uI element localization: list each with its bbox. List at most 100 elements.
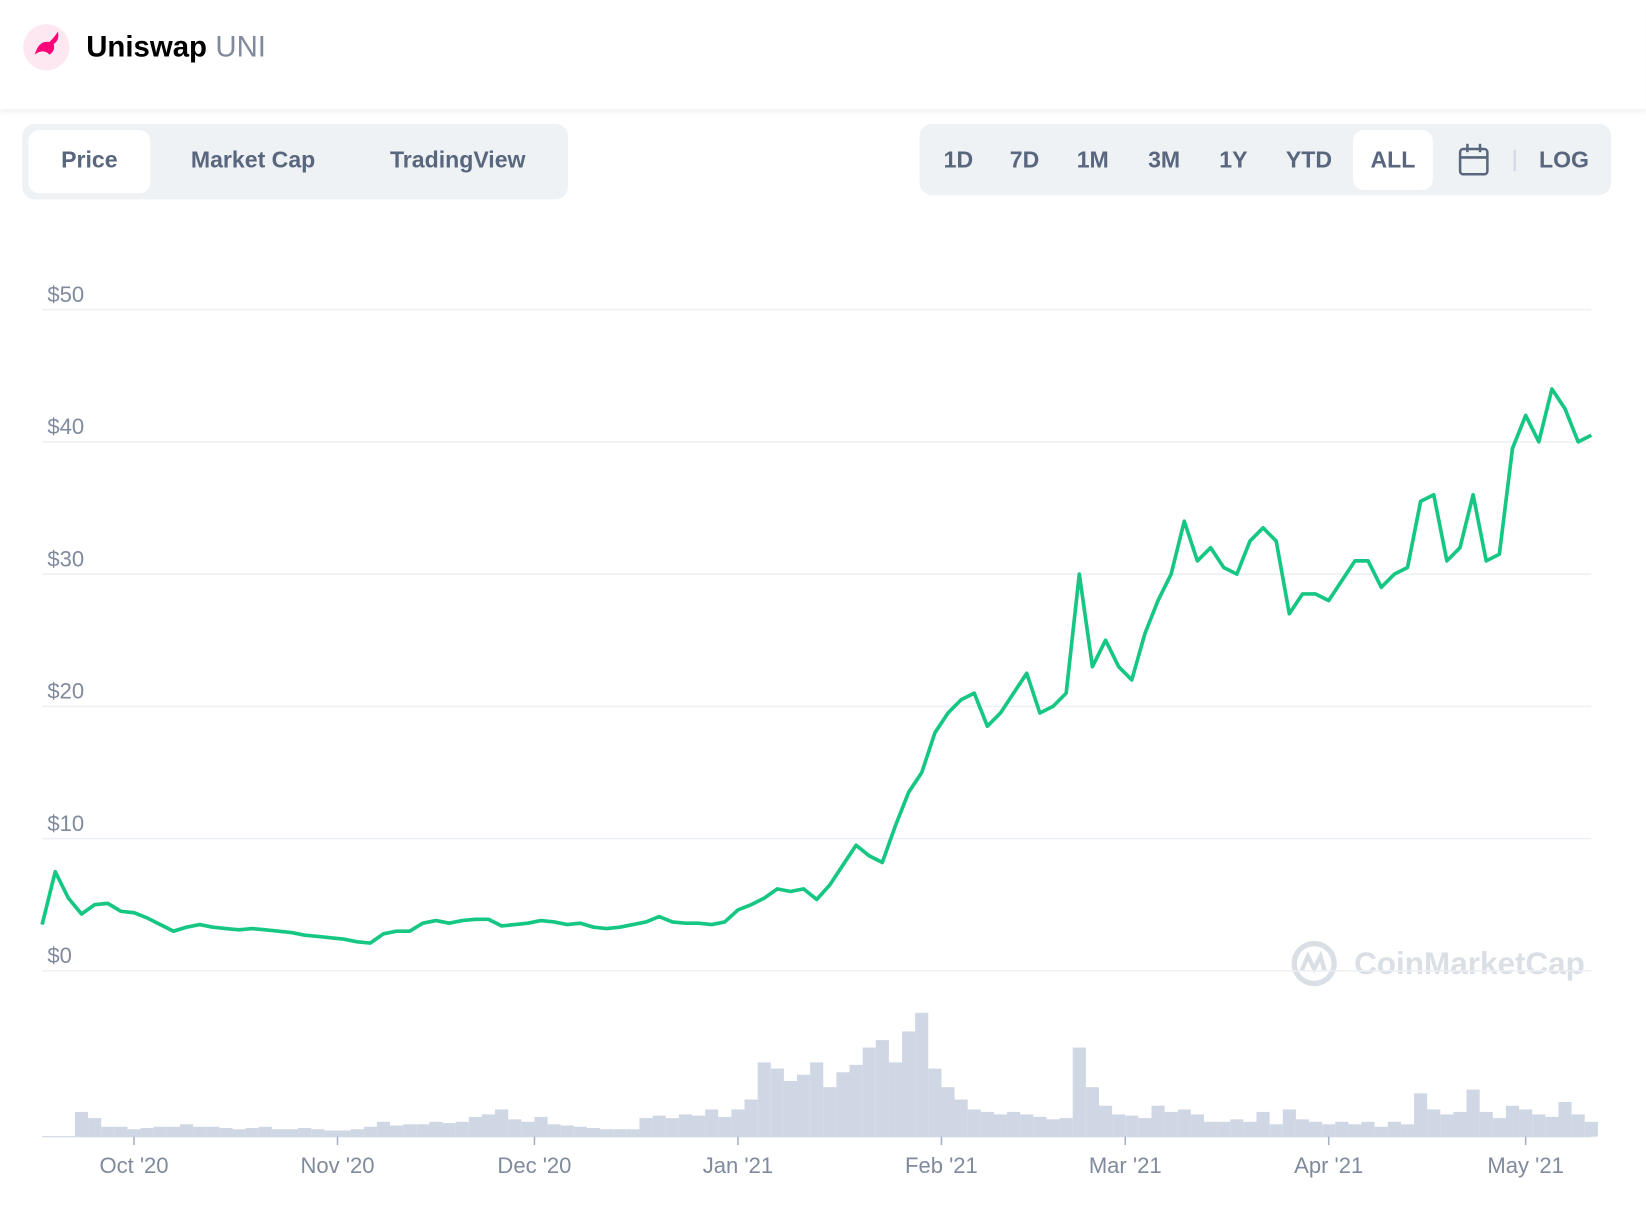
volume-bar [1125, 1115, 1139, 1137]
volume-bar [1151, 1105, 1165, 1137]
volume-bar [429, 1121, 443, 1137]
volume-bar [1190, 1114, 1204, 1137]
volume-bar [718, 1116, 732, 1137]
watermark-text: CoinMarketCap [1354, 946, 1585, 981]
volume-bar [810, 1062, 824, 1137]
volume-bar [1400, 1124, 1415, 1137]
volume-bar [1519, 1109, 1533, 1137]
x-tick-label: May '21 [1487, 1153, 1563, 1178]
volume-bar [193, 1126, 207, 1137]
volume-bar [114, 1126, 128, 1137]
volume-bar [783, 1080, 798, 1137]
x-tick-label: Mar '21 [1089, 1153, 1162, 1178]
volume-bar [1112, 1114, 1126, 1137]
volume-bar [1098, 1105, 1113, 1137]
range-button[interactable]: 3M [1148, 147, 1180, 173]
volume-bar [849, 1064, 863, 1137]
volume-bar [455, 1121, 469, 1137]
volume-bar [993, 1114, 1008, 1137]
volume-bar [324, 1130, 338, 1137]
volume-bar [797, 1074, 811, 1137]
volume-bar [1085, 1087, 1099, 1137]
volume-bar [1046, 1119, 1060, 1137]
volume-bar [678, 1114, 692, 1137]
volume-bar [954, 1099, 968, 1137]
volume-bar [626, 1129, 640, 1137]
volume-bar [1177, 1109, 1191, 1137]
volume-bar [153, 1126, 167, 1137]
log-toggle[interactable]: LOG [1539, 147, 1589, 173]
volume-bar [1571, 1114, 1585, 1137]
y-tick-label: $50 [47, 282, 84, 307]
volume-bar [390, 1125, 404, 1137]
volume-bar [1505, 1105, 1520, 1137]
x-tick-label: Nov '20 [301, 1153, 375, 1178]
volume-bar [534, 1116, 548, 1137]
volume-bar [547, 1124, 561, 1137]
volume-bar [127, 1129, 141, 1137]
tab[interactable]: Price [61, 147, 118, 173]
volume-bar [1230, 1119, 1244, 1137]
volume-bar [1072, 1047, 1086, 1137]
watermark: CoinMarketCap [1291, 940, 1585, 987]
volume-bar [770, 1068, 784, 1137]
volume-bar [1387, 1121, 1401, 1137]
volume-bar [403, 1124, 417, 1137]
price-line [40, 387, 1593, 945]
volume-bar [337, 1130, 351, 1137]
volume-bar [1203, 1121, 1218, 1137]
volume-bar [1532, 1114, 1546, 1137]
volume-bar [1033, 1116, 1047, 1137]
volume-bar [652, 1115, 666, 1137]
x-tick-label: Feb '21 [905, 1153, 978, 1178]
coin-symbol: UNI [215, 30, 266, 63]
volume-bar [1361, 1121, 1375, 1137]
volume-bar [1545, 1116, 1559, 1137]
volume-bar [1374, 1126, 1388, 1137]
range-group [919, 123, 1612, 196]
tab[interactable]: Market Cap [191, 147, 315, 173]
volume-bar [271, 1129, 285, 1137]
range-button[interactable]: 7D [1010, 147, 1040, 173]
tab-selected-bg [28, 130, 151, 194]
volume-bar [284, 1129, 299, 1137]
volume-bar [744, 1099, 758, 1137]
volume-bar [1427, 1109, 1441, 1137]
volume-bar [179, 1124, 194, 1137]
volume-bar [1256, 1111, 1270, 1137]
volume-bar [573, 1126, 587, 1137]
range-button[interactable]: ALL [1370, 147, 1415, 173]
volume-bar [902, 1031, 916, 1137]
volume-bar [757, 1062, 771, 1137]
volume-bar [639, 1118, 653, 1137]
volume-bar [1138, 1118, 1152, 1137]
volume-bar [836, 1072, 850, 1137]
volume-bar [1479, 1111, 1493, 1137]
y-tick-label: $30 [47, 546, 84, 571]
volume-bar [980, 1111, 994, 1137]
range-button[interactable]: 1M [1077, 147, 1109, 173]
volume-bar [560, 1125, 574, 1137]
range-button[interactable]: YTD [1286, 147, 1332, 173]
volume-bar [508, 1119, 522, 1137]
volume-bar [298, 1128, 312, 1137]
volume-bar [915, 1012, 929, 1137]
volume-bar [1348, 1124, 1362, 1137]
volume-bar [1295, 1119, 1310, 1137]
volume-bar [1007, 1111, 1021, 1137]
x-tick-label: Apr '21 [1294, 1153, 1363, 1178]
volume-bar [219, 1128, 233, 1137]
volume-bar [665, 1118, 679, 1137]
x-tick-label: Dec '20 [497, 1153, 571, 1178]
volume-bar [521, 1121, 535, 1137]
volume-bar [875, 1040, 889, 1137]
volume-bar [1322, 1124, 1336, 1137]
range-button[interactable]: 1D [944, 147, 974, 173]
range-button[interactable]: 1Y [1219, 147, 1248, 173]
calendar-icon[interactable] [1458, 143, 1489, 176]
volume-bar [468, 1116, 482, 1137]
volume-bar [613, 1129, 627, 1137]
volume-bar [823, 1087, 837, 1137]
tab[interactable]: TradingView [390, 147, 526, 173]
